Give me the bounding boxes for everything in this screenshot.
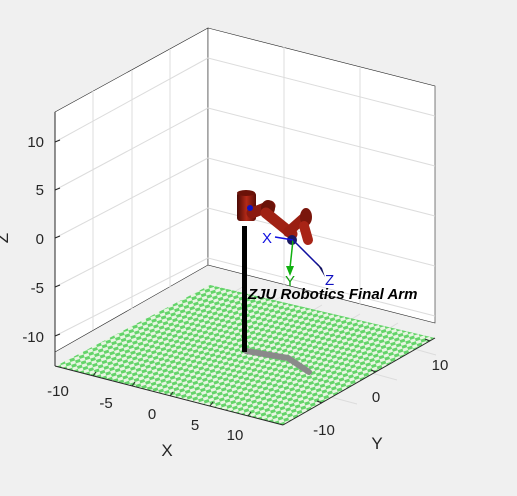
x-tick-label: -10	[47, 383, 69, 400]
tool-y-label: Y	[285, 273, 295, 290]
tool-z-axis	[292, 239, 320, 267]
tool-x-label: X	[262, 230, 272, 247]
tool-x-axis	[274, 236, 294, 241]
z-tick-label: 5	[36, 182, 44, 199]
pedestal	[242, 226, 247, 352]
z-axis-label: Z	[0, 233, 12, 243]
y-axis-label: Y	[371, 434, 382, 453]
y-tick-label: 0	[372, 389, 380, 406]
y-tick-label: 10	[432, 357, 449, 374]
x-axis-label: X	[161, 441, 172, 460]
tool-y-axis	[289, 239, 294, 269]
robot-arm	[237, 190, 313, 245]
x-tick-label: -5	[99, 395, 112, 412]
x-tick-label: 10	[227, 427, 244, 444]
x-tick-label: 5	[191, 417, 199, 434]
tool-frame: X Y Z	[262, 230, 334, 290]
y-tick-label: -10	[313, 422, 335, 439]
tool-z-label: Z	[325, 272, 334, 289]
z-tick-label: -10	[22, 329, 44, 346]
cable	[243, 348, 312, 375]
z-tick-label: -5	[31, 280, 44, 297]
z-tick-label: 0	[36, 231, 44, 248]
checkered-floor	[56, 285, 435, 425]
z-tick-label: 10	[27, 134, 44, 151]
x-tick-label: 0	[148, 406, 156, 423]
robot-name-label: ZJU Robotics Final Arm	[247, 286, 417, 303]
